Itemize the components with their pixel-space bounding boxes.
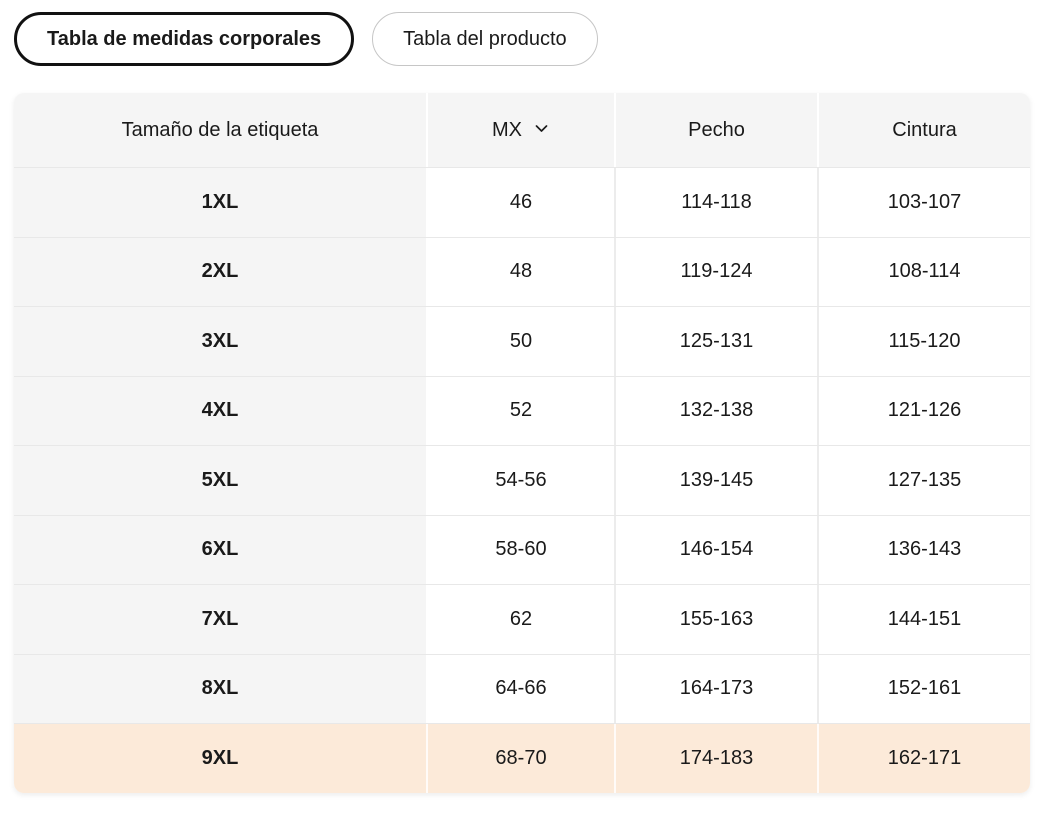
size-cell: 4XL bbox=[14, 376, 426, 445]
table-row: 8XL 64-66 164-173 152-161 bbox=[14, 653, 1030, 723]
size-cell: 1XL bbox=[14, 168, 426, 237]
waist-cell: 121-126 bbox=[817, 376, 1030, 445]
waist-cell: 115-120 bbox=[817, 307, 1030, 376]
chest-cell: 119-124 bbox=[614, 237, 817, 306]
mx-cell: 48 bbox=[426, 237, 614, 306]
tab-product-measurements[interactable]: Tabla del producto bbox=[372, 12, 598, 66]
table-row: 6XL 58-60 146-154 136-143 bbox=[14, 514, 1030, 584]
size-cell: 2XL bbox=[14, 237, 426, 306]
size-cell: 6XL bbox=[14, 515, 426, 584]
unit-dropdown-value: MX bbox=[492, 118, 522, 141]
mx-cell: 50 bbox=[426, 307, 614, 376]
waist-cell: 144-151 bbox=[817, 585, 1030, 654]
unit-dropdown[interactable]: MX bbox=[426, 93, 614, 167]
chest-cell: 164-173 bbox=[614, 654, 817, 723]
chest-cell: 125-131 bbox=[614, 307, 817, 376]
waist-cell: 103-107 bbox=[817, 168, 1030, 237]
chest-cell: 155-163 bbox=[614, 585, 817, 654]
mx-cell: 68-70 bbox=[426, 724, 614, 793]
chest-cell: 139-145 bbox=[614, 446, 817, 515]
column-header-waist: Cintura bbox=[817, 93, 1030, 167]
size-cell: 7XL bbox=[14, 585, 426, 654]
size-cell: 5XL bbox=[14, 446, 426, 515]
table-row: 5XL 54-56 139-145 127-135 bbox=[14, 445, 1030, 515]
waist-cell: 127-135 bbox=[817, 446, 1030, 515]
table-row: 9XL 68-70 174-183 162-171 bbox=[14, 723, 1030, 793]
waist-cell: 152-161 bbox=[817, 654, 1030, 723]
table-row: 2XL 48 119-124 108-114 bbox=[14, 236, 1030, 306]
table-row: 4XL 52 132-138 121-126 bbox=[14, 375, 1030, 445]
mx-cell: 52 bbox=[426, 376, 614, 445]
table-row: 3XL 50 125-131 115-120 bbox=[14, 306, 1030, 376]
waist-cell: 108-114 bbox=[817, 237, 1030, 306]
mx-cell: 54-56 bbox=[426, 446, 614, 515]
chest-cell: 174-183 bbox=[614, 724, 817, 793]
chest-cell: 114-118 bbox=[614, 168, 817, 237]
table-body: 1XL 46 114-118 103-107 2XL 48 119-124 10… bbox=[14, 167, 1030, 793]
size-cell: 3XL bbox=[14, 307, 426, 376]
column-header-label-size: Tamaño de la etiqueta bbox=[14, 93, 426, 167]
chevron-down-icon bbox=[533, 120, 550, 143]
size-cell: 8XL bbox=[14, 654, 426, 723]
chest-cell: 132-138 bbox=[614, 376, 817, 445]
size-table: Tamaño de la etiqueta MX Pecho Cintura 1… bbox=[14, 93, 1030, 793]
size-chart-tabs: Tabla de medidas corporales Tabla del pr… bbox=[14, 12, 1044, 66]
mx-cell: 58-60 bbox=[426, 515, 614, 584]
table-header-row: Tamaño de la etiqueta MX Pecho Cintura bbox=[14, 93, 1030, 167]
column-header-chest: Pecho bbox=[614, 93, 817, 167]
table-row: 7XL 62 155-163 144-151 bbox=[14, 584, 1030, 654]
waist-cell: 136-143 bbox=[817, 515, 1030, 584]
size-cell: 9XL bbox=[14, 724, 426, 793]
mx-cell: 62 bbox=[426, 585, 614, 654]
waist-cell: 162-171 bbox=[817, 724, 1030, 793]
chest-cell: 146-154 bbox=[614, 515, 817, 584]
mx-cell: 64-66 bbox=[426, 654, 614, 723]
tab-body-measurements[interactable]: Tabla de medidas corporales bbox=[14, 12, 355, 66]
mx-cell: 46 bbox=[426, 168, 614, 237]
table-row: 1XL 46 114-118 103-107 bbox=[14, 167, 1030, 237]
